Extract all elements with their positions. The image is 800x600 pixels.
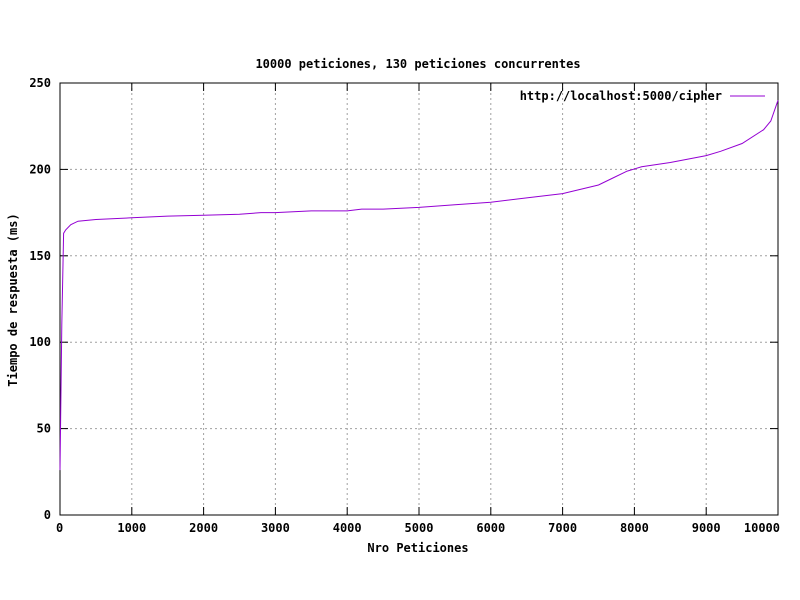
y-tick-label: 100 (29, 335, 51, 349)
x-axis-label: Nro Peticiones (367, 541, 468, 555)
x-tick-label: 2000 (189, 521, 218, 535)
y-axis-label: Tiempo de respuesta (ms) (6, 213, 20, 386)
series-layer (59, 100, 779, 471)
series-line-0 (59, 100, 779, 471)
x-tick-label: 3000 (261, 521, 290, 535)
x-tick-label: 6000 (476, 521, 505, 535)
x-tick-label: 4000 (333, 521, 362, 535)
y-tick-label: 200 (29, 162, 51, 176)
x-tick-label: 8000 (620, 521, 649, 535)
y-tick-label: 0 (44, 508, 51, 522)
x-tick-label: 7000 (548, 521, 577, 535)
x-axis: 0 1000 2000 3000 4000 5000 6000 7000 8000 9000 100… (56, 83, 780, 535)
x-tick-label: 0 (56, 521, 63, 535)
grid (60, 83, 778, 515)
legend-label: http://localhost:5000/cipher (520, 89, 722, 103)
y-axis: 0 50 100 150 200 250 (29, 76, 778, 522)
x-tick-label: 10000 (744, 521, 780, 535)
x-tick-label: 9000 (692, 521, 721, 535)
legend: http://localhost:5000/cipher (520, 89, 765, 103)
x-tick-label: 1000 (117, 521, 146, 535)
chart-title: 10000 peticiones, 130 peticiones concurr… (255, 57, 580, 71)
y-tick-label: 150 (29, 249, 51, 263)
y-tick-label: 50 (37, 422, 51, 436)
y-tick-label: 250 (29, 76, 51, 90)
x-tick-label: 5000 (405, 521, 434, 535)
